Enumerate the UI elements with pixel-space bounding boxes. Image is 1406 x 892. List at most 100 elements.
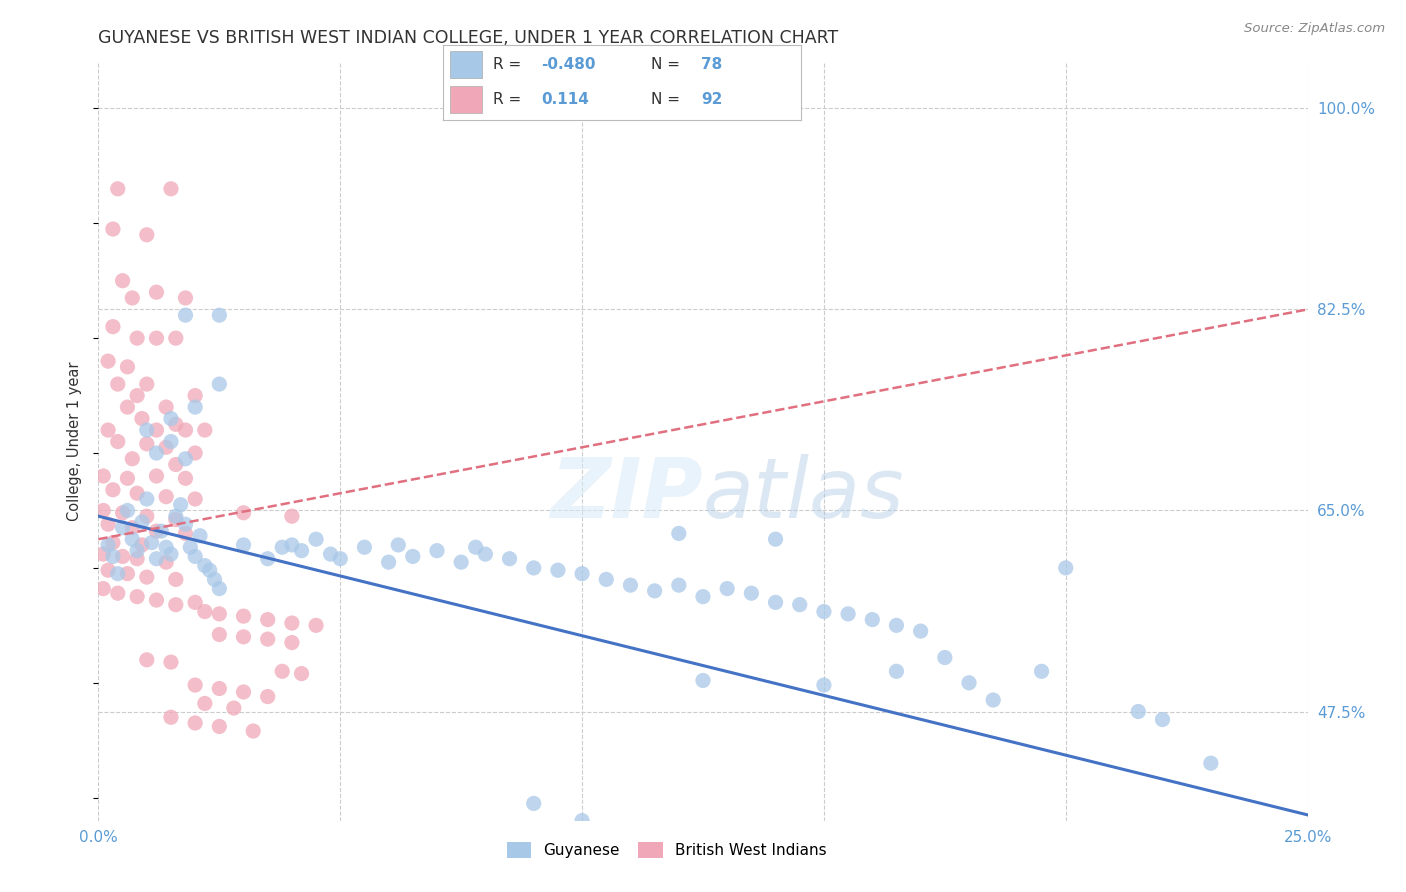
Text: N =: N = — [651, 92, 685, 107]
Point — [127, 551, 149, 566]
Point — [232, 538, 254, 552]
Point — [523, 561, 546, 575]
Point — [290, 543, 312, 558]
Point — [145, 331, 167, 345]
Point — [174, 451, 197, 466]
Point — [402, 549, 425, 564]
Point — [837, 607, 859, 621]
Point — [184, 595, 207, 609]
Point — [387, 538, 409, 552]
Point — [194, 605, 217, 619]
Point — [426, 543, 449, 558]
Point — [184, 716, 207, 731]
Point — [107, 182, 129, 196]
Point — [155, 440, 177, 454]
Point — [281, 538, 304, 552]
Point — [97, 538, 120, 552]
Point — [101, 222, 124, 236]
Point — [305, 618, 328, 632]
Point — [145, 469, 167, 483]
Text: 92: 92 — [702, 92, 723, 107]
Point — [208, 627, 231, 641]
Point — [474, 547, 496, 561]
Point — [155, 490, 177, 504]
Point — [127, 543, 149, 558]
Point — [194, 558, 217, 573]
Point — [91, 503, 114, 517]
Point — [188, 529, 211, 543]
Point — [101, 535, 124, 549]
Point — [184, 400, 207, 414]
Point — [765, 532, 787, 546]
Point — [150, 524, 173, 538]
Point — [127, 590, 149, 604]
Point — [165, 331, 187, 345]
Point — [194, 423, 217, 437]
Point — [232, 609, 254, 624]
Text: R =: R = — [494, 57, 526, 72]
Point — [886, 665, 908, 679]
Point — [1199, 756, 1222, 771]
Point — [184, 491, 207, 506]
Text: -0.480: -0.480 — [541, 57, 596, 72]
Point — [377, 555, 399, 569]
Point — [160, 655, 183, 669]
Point — [111, 274, 134, 288]
Point — [127, 486, 149, 500]
Point — [305, 532, 328, 546]
FancyBboxPatch shape — [450, 86, 482, 112]
Point — [165, 417, 187, 432]
Point — [208, 582, 231, 596]
Point — [208, 607, 231, 621]
Point — [111, 549, 134, 564]
Point — [1031, 665, 1053, 679]
Point — [232, 685, 254, 699]
Point — [256, 613, 278, 627]
Point — [135, 491, 157, 506]
Point — [117, 400, 139, 414]
Point — [934, 650, 956, 665]
Point — [256, 551, 278, 566]
Legend: Guyanese, British West Indians: Guyanese, British West Indians — [499, 835, 834, 866]
Point — [165, 598, 187, 612]
Point — [498, 551, 520, 566]
Point — [145, 285, 167, 300]
Point — [184, 388, 207, 402]
Point — [208, 308, 231, 322]
Point — [165, 513, 187, 527]
Point — [571, 566, 593, 581]
Point — [131, 411, 153, 425]
Point — [174, 308, 197, 322]
Point — [668, 526, 690, 541]
Point — [981, 693, 1004, 707]
Point — [222, 701, 245, 715]
Point — [131, 515, 153, 529]
Point — [121, 532, 143, 546]
Point — [198, 563, 221, 577]
Point — [174, 291, 197, 305]
Point — [141, 535, 163, 549]
Point — [117, 471, 139, 485]
Point — [107, 377, 129, 392]
Point — [117, 503, 139, 517]
Point — [232, 506, 254, 520]
Point — [135, 377, 157, 392]
Point — [271, 665, 294, 679]
Point — [174, 526, 197, 541]
Point — [194, 697, 217, 711]
Point — [135, 227, 157, 242]
Point — [256, 632, 278, 647]
Text: 0.114: 0.114 — [541, 92, 589, 107]
Text: Source: ZipAtlas.com: Source: ZipAtlas.com — [1244, 22, 1385, 36]
Point — [97, 423, 120, 437]
FancyBboxPatch shape — [450, 51, 482, 78]
Point — [135, 653, 157, 667]
Point — [127, 388, 149, 402]
Point — [135, 570, 157, 584]
Point — [256, 690, 278, 704]
Point — [135, 423, 157, 437]
Point — [135, 509, 157, 524]
Point — [290, 666, 312, 681]
Point — [121, 521, 143, 535]
Point — [111, 521, 134, 535]
